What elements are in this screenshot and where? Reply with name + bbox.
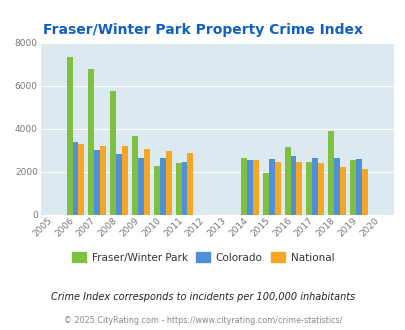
Bar (318, 163, 323, 214)
Bar (78, 144, 84, 214)
Bar (241, 158, 246, 214)
Bar (296, 162, 302, 214)
Bar (262, 173, 268, 214)
Bar (333, 158, 339, 214)
Bar (181, 162, 187, 214)
Bar (284, 147, 290, 214)
Bar (268, 159, 274, 214)
Text: © 2025 CityRating.com - https://www.cityrating.com/crime-statistics/: © 2025 CityRating.com - https://www.city… (64, 316, 341, 325)
Bar (138, 158, 143, 214)
Bar (153, 166, 159, 214)
Bar (72, 142, 78, 214)
Bar (116, 154, 122, 214)
Bar (88, 69, 94, 214)
Text: Fraser/Winter Park Property Crime Index: Fraser/Winter Park Property Crime Index (43, 23, 362, 37)
Bar (339, 167, 345, 214)
Bar (132, 136, 138, 214)
Bar (328, 131, 333, 214)
Bar (355, 159, 361, 214)
Bar (187, 153, 193, 215)
Bar (311, 158, 318, 214)
Bar (100, 146, 106, 214)
Text: Crime Index corresponds to incidents per 100,000 inhabitants: Crime Index corresponds to incidents per… (51, 292, 354, 302)
Bar (361, 169, 367, 214)
Bar (306, 162, 311, 214)
Bar (94, 150, 100, 214)
Bar (246, 160, 252, 214)
Legend: Fraser/Winter Park, Colorado, National: Fraser/Winter Park, Colorado, National (67, 248, 338, 267)
Bar (274, 162, 280, 214)
Bar (66, 57, 72, 214)
Bar (252, 160, 258, 214)
Bar (175, 163, 181, 214)
Bar (165, 151, 171, 214)
Bar (159, 158, 165, 215)
Bar (143, 149, 149, 214)
Bar (122, 146, 128, 214)
Bar (349, 160, 355, 214)
Bar (290, 155, 296, 214)
Bar (110, 91, 116, 214)
